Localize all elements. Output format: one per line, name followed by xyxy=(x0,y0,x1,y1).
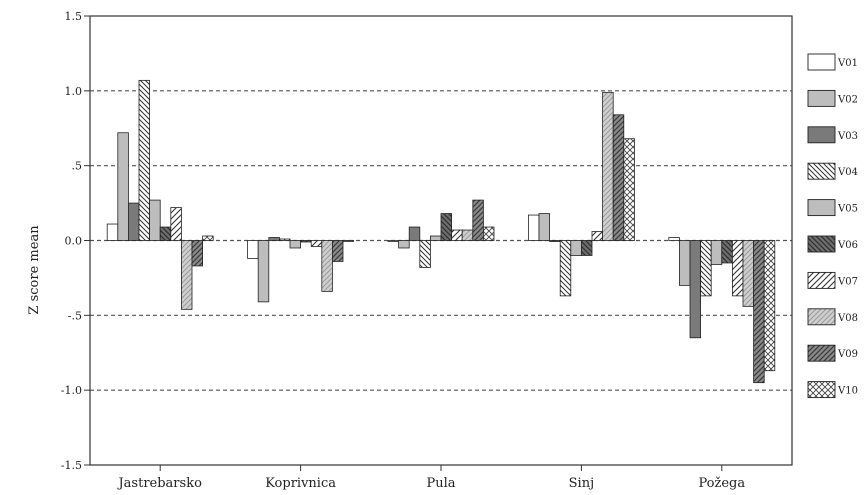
bar xyxy=(106,223,119,241)
bar xyxy=(612,114,625,241)
y-tick-label: -1.0 xyxy=(61,384,82,397)
legend-label: V07 xyxy=(837,276,858,287)
legend-swatch xyxy=(807,126,836,144)
y-tick-label: 0.0 xyxy=(65,235,83,248)
legend-label: V01 xyxy=(837,58,858,69)
bar xyxy=(591,231,604,241)
legend-swatch xyxy=(807,381,836,399)
bar xyxy=(602,91,614,241)
bar xyxy=(668,237,680,241)
y-tick-label: .5 xyxy=(72,160,83,173)
legend-swatch xyxy=(807,162,836,180)
bar xyxy=(451,229,463,241)
bar xyxy=(149,199,161,241)
bar xyxy=(331,240,344,262)
legend-label: V06 xyxy=(837,240,858,251)
bar xyxy=(117,132,129,241)
bar xyxy=(482,226,495,241)
legend-label: V09 xyxy=(837,349,858,360)
bar xyxy=(440,213,453,241)
legend-swatch xyxy=(807,89,836,107)
bar xyxy=(321,240,333,292)
bar xyxy=(763,240,776,372)
bar xyxy=(623,138,635,241)
bar xyxy=(538,213,551,241)
bar xyxy=(419,240,431,268)
bar xyxy=(342,240,355,242)
bar xyxy=(138,79,151,241)
bar xyxy=(700,240,712,297)
legend: V01 V02 V03 V04 V05 V06 V07 V08 V09 V10 xyxy=(807,53,858,399)
y-tick-label: 1.5 xyxy=(65,10,83,23)
y-tick-label: -.5 xyxy=(68,309,82,322)
bar xyxy=(387,240,400,242)
axes-layer: 1.5 1.0 .5 0.0 -.5 -1.0 -1.5 Jastrebarsko Kopriv… xyxy=(61,10,793,491)
bar xyxy=(689,240,702,339)
bar xyxy=(408,226,421,241)
bar xyxy=(528,214,540,241)
bar xyxy=(289,240,302,249)
bar xyxy=(570,240,582,256)
bar xyxy=(472,199,484,241)
bar xyxy=(127,202,140,241)
legend-swatch xyxy=(807,235,836,253)
legend-label: V04 xyxy=(837,167,858,178)
legend-swatch xyxy=(807,308,836,326)
bar xyxy=(310,240,323,247)
bar xyxy=(721,240,733,264)
bar xyxy=(170,207,182,241)
x-tick-label: Pula xyxy=(426,476,455,491)
bar xyxy=(278,238,291,241)
bar xyxy=(549,240,561,242)
bars-layer xyxy=(106,79,776,384)
bar xyxy=(191,240,204,267)
bar xyxy=(732,240,744,297)
bar xyxy=(268,237,280,241)
bar xyxy=(559,240,572,297)
bar xyxy=(247,240,259,259)
legend-label: V05 xyxy=(837,204,858,215)
bar xyxy=(398,240,410,249)
legend-label: V08 xyxy=(837,313,858,324)
legend-swatch xyxy=(807,53,836,71)
legend-label: V03 xyxy=(837,131,858,142)
bar xyxy=(581,240,593,256)
legend-swatch xyxy=(807,344,836,362)
x-tick-label: Sinj xyxy=(569,476,594,491)
bar xyxy=(159,226,172,241)
x-tick-label: Koprivnica xyxy=(265,476,336,491)
x-tick-label: Požega xyxy=(698,476,745,491)
legend-label: V10 xyxy=(837,386,858,397)
bar xyxy=(180,240,193,310)
legend-label: V02 xyxy=(837,94,858,105)
bar xyxy=(429,235,442,241)
bar xyxy=(257,240,270,303)
bar xyxy=(461,229,474,241)
bar xyxy=(742,240,755,307)
legend-swatch xyxy=(807,271,836,289)
bar xyxy=(710,240,723,265)
bar xyxy=(679,240,691,286)
y-tick-label: -1.5 xyxy=(61,459,82,472)
y-tick-label: 1.0 xyxy=(65,85,83,98)
bar xyxy=(300,240,312,243)
bar xyxy=(202,235,214,241)
bar xyxy=(753,240,765,384)
x-tick-label: Jastrebarsko xyxy=(116,476,202,491)
y-axis-label: Z score mean xyxy=(27,225,42,315)
legend-swatch xyxy=(807,199,836,217)
